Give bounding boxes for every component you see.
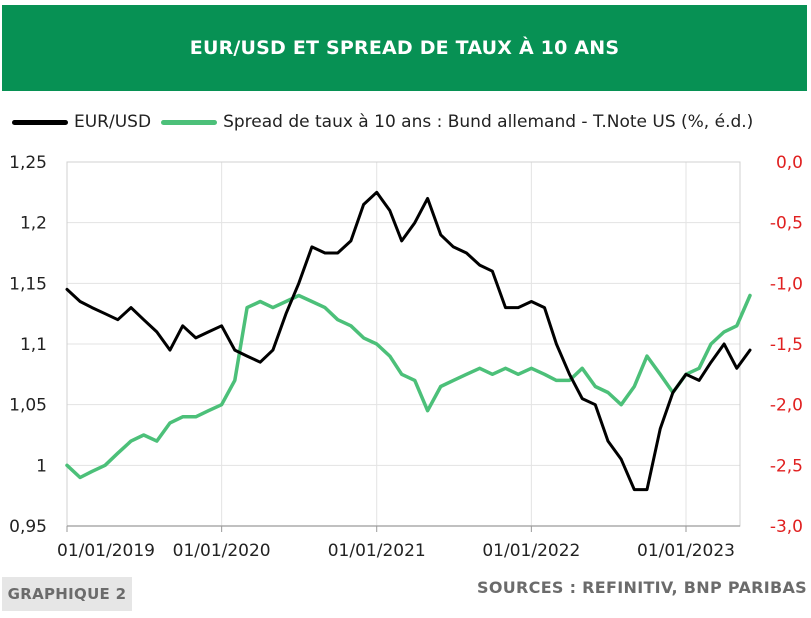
y-left-tick-label: 1,1	[20, 335, 47, 355]
legend-item-eurusd: EUR/USD	[12, 112, 151, 132]
legend: EUR/USD Spread de taux à 10 ans : Bund a…	[12, 111, 763, 133]
y-left-tick-label: 1,15	[9, 274, 47, 294]
sources-note: SOURCES : REFINITIV, BNP PARIBAS	[477, 578, 807, 597]
x-tick-label: 01/01/2021	[328, 541, 426, 561]
y-right-tick-label: -2,5	[770, 456, 803, 476]
y-right-tick-label: -1,5	[770, 335, 803, 355]
series-line-eurusd	[65, 190, 752, 492]
x-tick-label: 01/01/2019	[57, 541, 155, 561]
legend-swatch-spread	[161, 119, 218, 125]
chart-title-bar: EUR/USD ET SPREAD DE TAUX À 10 ANS	[2, 5, 807, 91]
legend-label-spread: Spread de taux à 10 ans : Bund allemand …	[223, 112, 754, 132]
series-layer	[65, 190, 752, 492]
legend-item-spread: Spread de taux à 10 ans : Bund allemand …	[161, 112, 753, 132]
y-left-tick-label: 1,2	[20, 214, 47, 234]
y-right-tick-label: -3,0	[770, 517, 803, 537]
x-tick-label: 01/01/2020	[173, 541, 271, 561]
y-left-tick-label: 1,25	[9, 153, 47, 173]
y-left-tick-label: 0,95	[9, 517, 47, 537]
y-right-tick-label: -1,0	[770, 274, 803, 294]
chart-title: EUR/USD ET SPREAD DE TAUX À 10 ANS	[189, 37, 620, 59]
y-right-tick-label: -0,5	[770, 214, 803, 234]
y-left-tick-label: 1,05	[9, 396, 47, 416]
figure-badge: GRAPHIQUE 2	[2, 577, 132, 611]
legend-label-eurusd: EUR/USD	[74, 112, 152, 132]
y-left-tick-label: 1	[36, 456, 47, 476]
figure-badge-label: GRAPHIQUE 2	[7, 585, 127, 603]
x-tick-label: 01/01/2022	[482, 541, 580, 561]
grid	[66, 161, 741, 527]
x-tick-label: 01/01/2023	[637, 541, 735, 561]
series-line-spread	[65, 293, 752, 480]
y-right-tick-label: -2,0	[770, 396, 803, 416]
legend-swatch-eurusd	[12, 119, 68, 125]
y-right-tick-label: 0,0	[776, 153, 803, 173]
axes: 0,95 1 1,05 1,1 1,15 1,2 1,25 -3,0 -2,5 -2,0 -1,5 -…	[9, 153, 803, 561]
